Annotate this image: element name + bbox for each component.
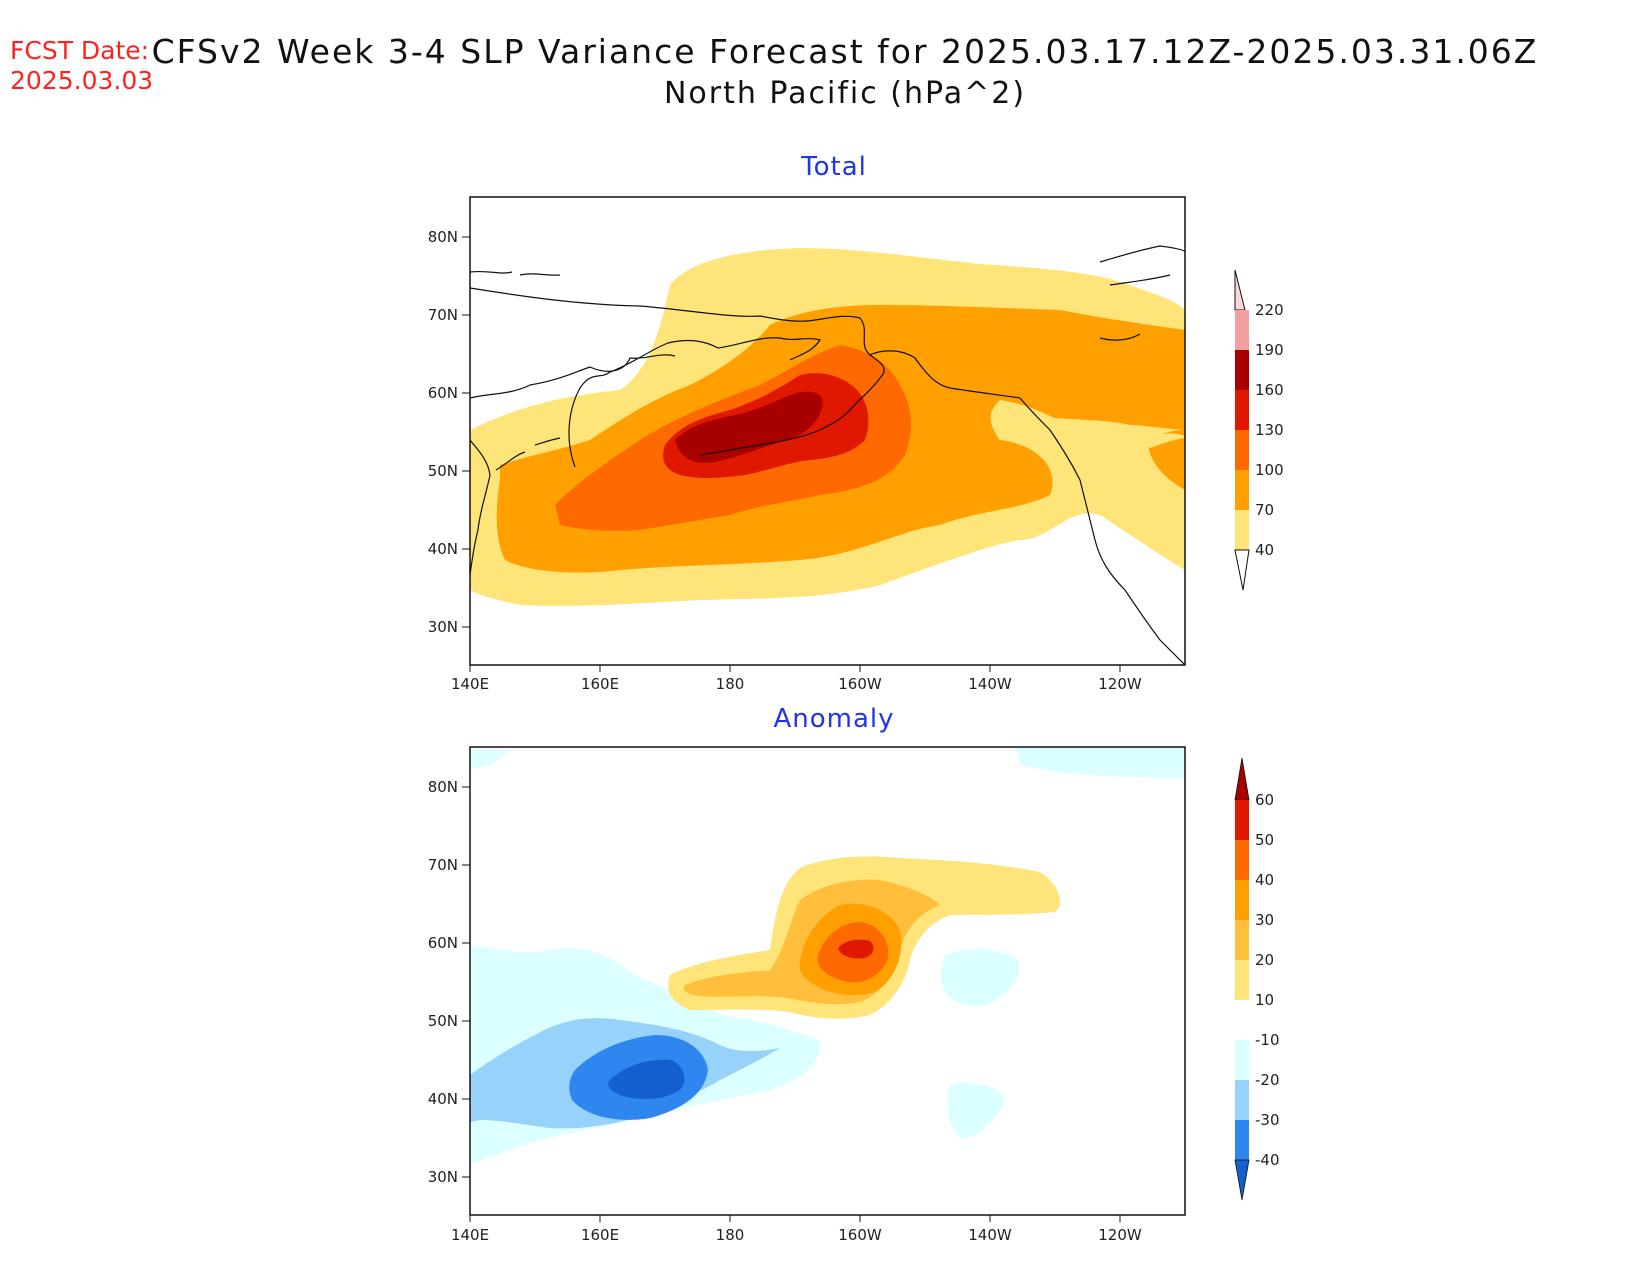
anomaly-colorbar-label: 50: [1255, 831, 1274, 849]
total-lon-label: 160W: [838, 675, 882, 693]
anomaly-colorbar-bin: [1235, 1080, 1249, 1120]
anomaly-lon-label: 120W: [1098, 1226, 1142, 1244]
total-lon-label: 140E: [451, 675, 489, 693]
anomaly-colorbar-cap-bottom: [1234, 1159, 1250, 1201]
anomaly-colorbar-label: 20: [1255, 951, 1274, 969]
total-colorbar-bin: [1235, 510, 1249, 550]
total-colorbar-cap-top: [1234, 269, 1246, 311]
total-lat-label: 60N: [428, 384, 458, 402]
panel-title-anomaly: Anomaly: [773, 704, 895, 734]
total-lon-ticks: 140E 160E 180 160W 140W 120W: [451, 665, 1142, 693]
anomaly-colorbar-bin: [1235, 840, 1249, 880]
anomaly-lon-label: 160W: [838, 1226, 882, 1244]
total-colorbar-bin: [1235, 350, 1249, 390]
total-lat-label: 80N: [428, 228, 458, 246]
total-lat-label: 70N: [428, 306, 458, 324]
total-colorbar-bin: [1235, 470, 1249, 510]
total-map-frame: [469, 196, 1186, 666]
total-lat-label: 30N: [428, 618, 458, 636]
anomaly-lat-label: 60N: [428, 934, 458, 952]
total-lon-label: 160E: [581, 675, 619, 693]
anomaly-colorbar-bin: [1235, 1040, 1249, 1080]
total-lat-label: 40N: [428, 540, 458, 558]
anomaly-variance-field: [470, 747, 1185, 1165]
total-colorbar-label: 190: [1255, 341, 1284, 359]
anomaly-colorbar-bin: [1235, 920, 1249, 960]
total-colorbar: 220 190 160 130 100 70 40: [1234, 269, 1284, 591]
total-colorbar-bin: [1235, 310, 1249, 350]
anomaly-lat-label: 80N: [428, 778, 458, 796]
anomaly-lon-label: 140E: [451, 1226, 489, 1244]
anomaly-lon-label: 140W: [968, 1226, 1012, 1244]
anomaly-colorbar-bin: [1235, 880, 1249, 920]
anomaly-colorbar-label: 40: [1255, 871, 1274, 889]
total-variance-field: [470, 248, 1185, 606]
total-colorbar-label: 70: [1255, 501, 1274, 519]
total-lon-label: 120W: [1098, 675, 1142, 693]
anomaly-map-frame: [469, 746, 1186, 1216]
anomaly-colorbar-bin: [1235, 1120, 1249, 1160]
total-colorbar-bin: [1235, 430, 1249, 470]
anomaly-lat-label: 50N: [428, 1012, 458, 1030]
anomaly-lon-label: 180: [716, 1226, 745, 1244]
total-colorbar-label: 130: [1255, 421, 1284, 439]
anomaly-lon-ticks: 140E 160E 180 160W 140W 120W: [451, 1215, 1142, 1244]
figure-subtitle: North Pacific (hPa^2): [663, 76, 1027, 111]
anomaly-colorbar-label: 60: [1255, 791, 1274, 809]
total-lon-label: 140W: [968, 675, 1012, 693]
anomaly-colorbar-bin: [1235, 1000, 1249, 1040]
figure-title: CFSv2 Week 3-4 SLP Variance Forecast for…: [151, 32, 1539, 71]
anomaly-colorbar-label: 30: [1255, 911, 1274, 929]
forecast-date: FCST Date: 2025.03.03: [10, 36, 153, 96]
total-lon-label: 180: [716, 675, 745, 693]
total-colorbar-label: 160: [1255, 381, 1284, 399]
total-lat-label: 50N: [428, 462, 458, 480]
forecast-date-label: FCST Date:: [10, 36, 150, 65]
anomaly-colorbar-label: 10: [1255, 991, 1274, 1009]
anomaly-colorbar: 60 50 40 30 20 10 -10 -20 -30 -40: [1234, 757, 1280, 1201]
panel-title-total: Total: [801, 152, 867, 182]
anomaly-lat-label: 30N: [428, 1168, 458, 1186]
total-map: 80N 70N 60N 50N 40N 30N 140E 160E 180 16…: [428, 196, 1284, 693]
anomaly-colorbar-label: -10: [1255, 1031, 1280, 1049]
total-colorbar-bin: [1235, 390, 1249, 430]
total-colorbar-label: 220: [1255, 301, 1284, 319]
anomaly-lat-label: 70N: [428, 856, 458, 874]
total-colorbar-label: 100: [1255, 461, 1284, 479]
anomaly-lat-label: 40N: [428, 1090, 458, 1108]
anomaly-colorbar-cap-top: [1234, 757, 1250, 801]
anomaly-map: 80N 70N 60N 50N 40N 30N 140E 160E 180 16…: [428, 746, 1280, 1244]
total-colorbar-cap-bottom: [1234, 549, 1250, 591]
anomaly-lat-ticks: 80N 70N 60N 50N 40N 30N: [428, 778, 470, 1186]
anomaly-colorbar-bin: [1235, 800, 1249, 840]
total-colorbar-label: 40: [1255, 541, 1274, 559]
anomaly-lon-label: 160E: [581, 1226, 619, 1244]
anomaly-colorbar-label: -20: [1255, 1071, 1280, 1089]
anomaly-colorbar-label: -30: [1255, 1111, 1280, 1129]
forecast-date-value: 2025.03.03: [10, 66, 154, 95]
total-lat-ticks: 80N 70N 60N 50N 40N 30N: [428, 228, 470, 636]
anomaly-colorbar-bin: [1235, 960, 1249, 1000]
anomaly-colorbar-label: -40: [1255, 1151, 1280, 1169]
